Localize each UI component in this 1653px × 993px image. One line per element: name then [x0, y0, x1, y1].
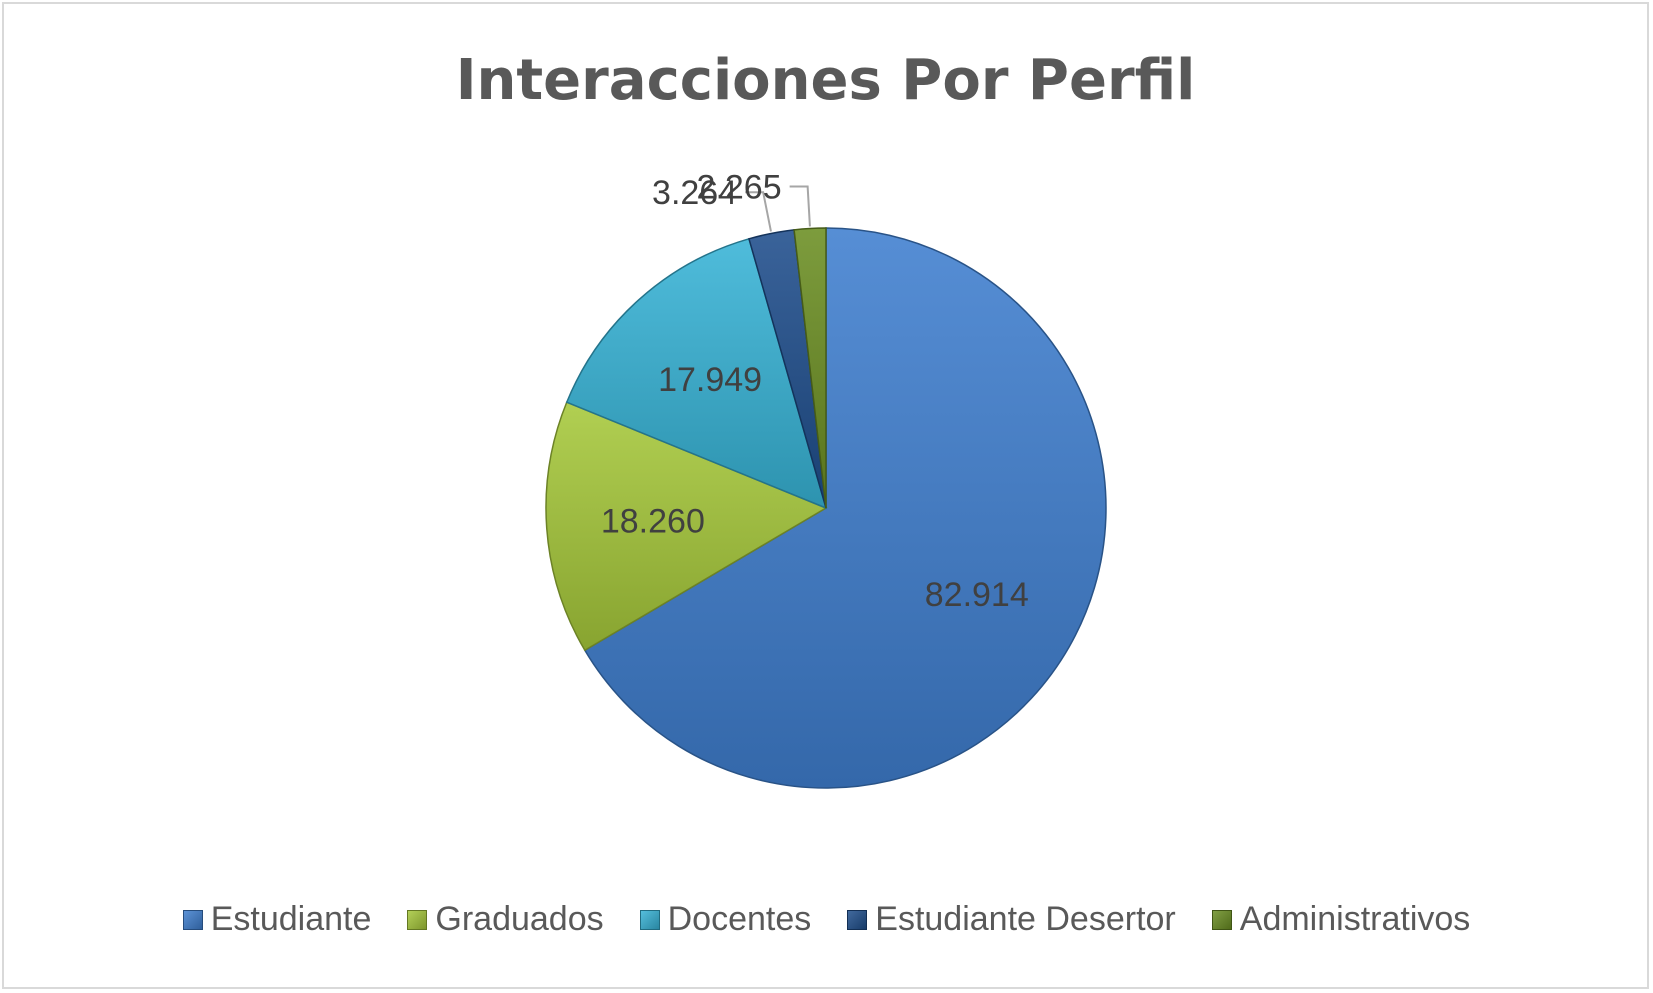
data-label: 2.265	[697, 169, 782, 207]
legend-item-administrativos: Administrativos	[1211, 900, 1471, 939]
legend-swatch	[639, 909, 660, 930]
legend-item-estudiante: Estudiante	[182, 900, 372, 939]
legend-label: Graduados	[435, 900, 604, 938]
legend-label: Administrativos	[1239, 900, 1471, 938]
data-label: 3.264	[652, 174, 737, 212]
legend-swatch	[182, 909, 203, 930]
data-label: 17.949	[658, 361, 762, 399]
legend-item-estudiante-desertor: Estudiante Desertor	[847, 900, 1176, 939]
pie-slice-docentes	[565, 237, 828, 510]
legend-item-docentes: Docentes	[639, 900, 812, 939]
leader-line	[789, 185, 811, 227]
data-label: 82.914	[925, 576, 1029, 614]
legend-swatch	[1211, 909, 1232, 930]
chart-title: Interacciones Por Perfil	[455, 48, 1196, 113]
legend-swatch	[847, 909, 868, 930]
leader-line	[745, 191, 772, 232]
legend-label: Docentes	[667, 900, 812, 938]
pie-slice-estudiante	[583, 227, 1107, 789]
legend-label: Estudiante Desertor	[875, 900, 1176, 938]
legend-swatch	[407, 909, 428, 930]
pie-slice-administrativos	[793, 227, 827, 509]
data-label: 18.260	[601, 503, 705, 541]
pie-slice-graduados	[545, 401, 828, 652]
legend-item-graduados: Graduados	[407, 900, 604, 939]
legend: Estudiante Graduados Docentes Estudiante De…	[0, 900, 1653, 939]
legend-label: Estudiante	[210, 900, 372, 938]
